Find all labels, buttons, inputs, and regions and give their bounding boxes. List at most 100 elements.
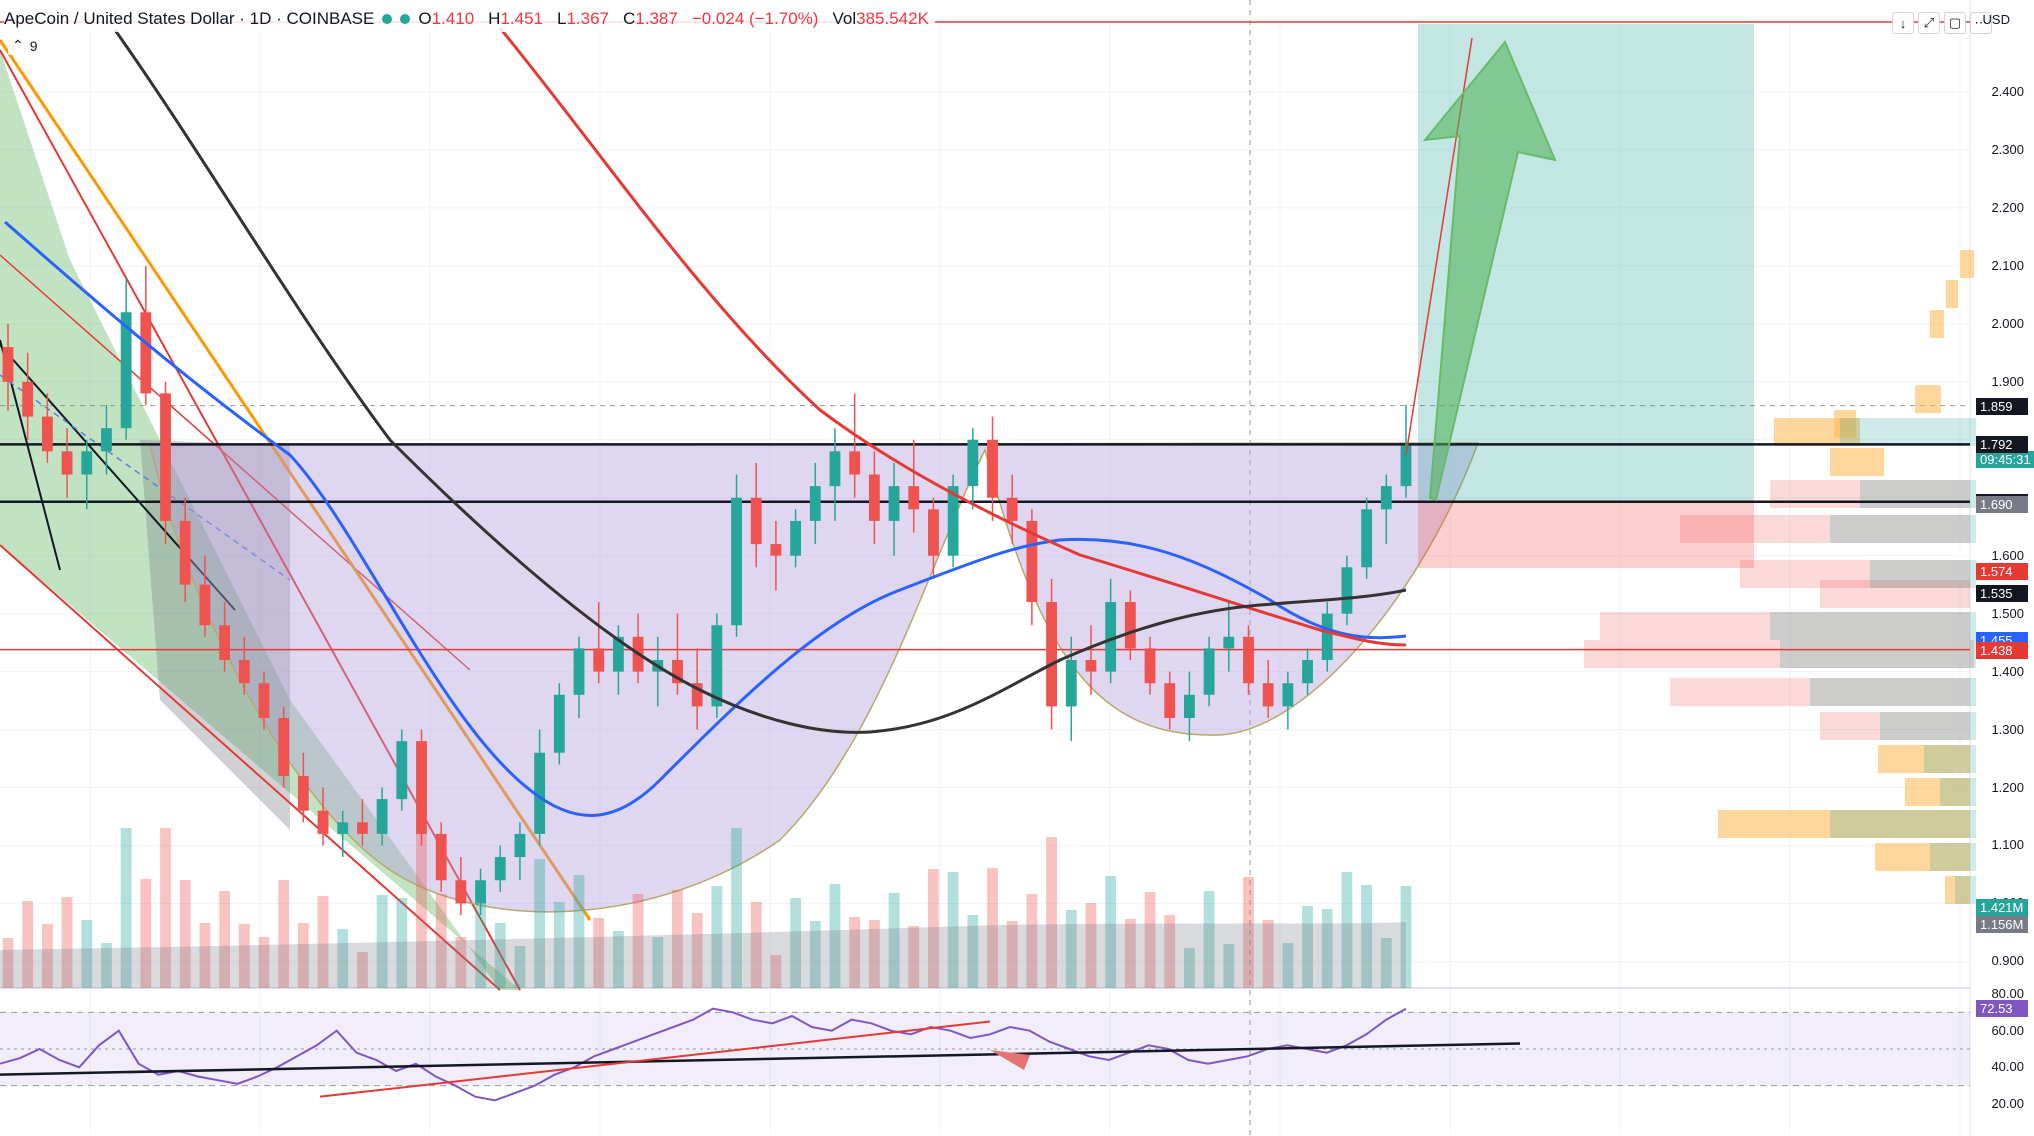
volume-bar (22, 901, 34, 988)
volume-profile (1584, 250, 1976, 904)
volume-bar (1262, 920, 1274, 988)
price-axis-label: 1.500 (1991, 605, 2024, 621)
volume-bar (731, 828, 742, 988)
volume-bar (1085, 903, 1097, 988)
volume-profile-bar (1878, 745, 1970, 773)
volume-profile-bar (1930, 843, 1976, 871)
candle-body (967, 439, 979, 487)
volume-profile-bar (1774, 418, 1860, 446)
candle-body (140, 312, 152, 394)
volume-profile-bar (1600, 612, 1970, 640)
volume-profile-bar (1880, 712, 1976, 740)
candle-body (41, 416, 53, 452)
price-tag-line: 1.792 (1976, 436, 2028, 454)
candle-body (1085, 660, 1097, 672)
market-status-icon (382, 14, 393, 24)
candle-body (199, 584, 211, 626)
volume-bar (41, 924, 53, 988)
candle-body (357, 822, 368, 834)
stop-loss-zone (1418, 500, 1754, 568)
symbol-title[interactable]: ApeCoin / United States Dollar · 1D · CO… (4, 9, 375, 28)
volume-profile-bar (1584, 640, 1974, 668)
candle-body (1046, 602, 1057, 707)
volume-profile-bar (1820, 580, 1970, 608)
candle-body (396, 741, 408, 800)
volume-bar (1046, 837, 1057, 988)
more-icon[interactable]: ⋯ (1970, 12, 1992, 34)
candle-body (376, 799, 388, 834)
volume-bar (160, 828, 171, 988)
volume-bar (416, 831, 427, 988)
volume-bar (672, 890, 683, 988)
volume-bar (238, 924, 250, 988)
candle-body (908, 486, 920, 510)
price-axis-label: 2.000 (1991, 315, 2024, 331)
down-arrow-button[interactable]: ↓ (1892, 12, 1914, 34)
candle-body (829, 451, 841, 487)
volume-profile-bar (1830, 448, 1884, 476)
rsi-band (0, 1012, 1970, 1086)
volume-bar (1164, 915, 1176, 988)
candle-body (809, 486, 821, 521)
candle-body (1262, 683, 1274, 707)
volume-profile-bar (1875, 843, 1970, 871)
volume-profile-bar (1930, 310, 1944, 338)
price-tag-ma: 1.690 (1976, 495, 2028, 513)
maximize-icon[interactable]: ▢ (1944, 12, 1966, 34)
volume-bar (2, 938, 14, 988)
volume-bar (1183, 948, 1195, 988)
indicator-legend[interactable]: ⌃ 9 (8, 36, 42, 55)
volume-bar (120, 828, 132, 988)
candle-body (1380, 486, 1392, 510)
price-axis-label: 1.200 (1991, 779, 2024, 795)
candle-body (1400, 445, 1412, 487)
volume-bars (0, 828, 1412, 988)
candle-body (1164, 683, 1176, 718)
volume-bar (1223, 944, 1235, 988)
volume-bar (928, 869, 939, 988)
rsi-axis-label: 80.00 (1991, 986, 2024, 1001)
volume-profile-bar (1940, 778, 1976, 806)
up-arrow-shape (1422, 40, 1557, 502)
candle-body (2, 347, 14, 382)
close-value: 1.387 (635, 9, 678, 28)
price-axis-label: 1.600 (1991, 547, 2024, 563)
volume-bar (101, 943, 112, 988)
price-axis-label: 1.900 (1991, 373, 2024, 389)
candle-body (770, 544, 782, 556)
volume-profile-bar (1810, 678, 1976, 706)
candle-body (416, 741, 427, 834)
price-tag-crosshair: 1.859 (1976, 397, 2028, 415)
orange-trend-line (0, 39, 592, 921)
currency-label[interactable]: USD (1982, 12, 2010, 27)
chevron-up-icon[interactable]: ⌃ (12, 37, 24, 53)
candle-body (297, 775, 309, 811)
fullscreen-icon[interactable]: ⤢ (1918, 12, 1940, 34)
change-value: −0.024 (−1.70%) (691, 9, 819, 28)
price-axis-label: 1.300 (1991, 721, 2024, 737)
volume-bar (809, 921, 821, 988)
volume-bar (573, 875, 585, 988)
volume-bar (1006, 921, 1018, 988)
price-axis-label: 2.400 (1991, 84, 2024, 99)
volume-bar (297, 923, 309, 988)
candle-body (593, 648, 605, 672)
price-axis-label: 0.900 (1991, 953, 2024, 969)
open-value: 1.410 (431, 9, 475, 28)
volume-bar (1243, 877, 1254, 988)
volume-bar (514, 946, 526, 988)
channel-mid-line (0, 254, 471, 671)
volume-value: 385.542K (856, 9, 929, 28)
candle-body (1065, 660, 1077, 707)
volume-bar (829, 884, 841, 988)
volume-bar (435, 894, 447, 988)
symbol-header: ApeCoin / United States Dollar · 1D · CO… (4, 6, 935, 32)
rsi-arrow-icon (990, 1050, 1030, 1070)
candle-body (337, 822, 349, 834)
volume-profile-bar (1946, 280, 1958, 308)
volume-bar (987, 868, 998, 988)
candle-body (1144, 648, 1156, 684)
volume-bar (1341, 872, 1353, 988)
channel-lower-line (0, 544, 501, 991)
